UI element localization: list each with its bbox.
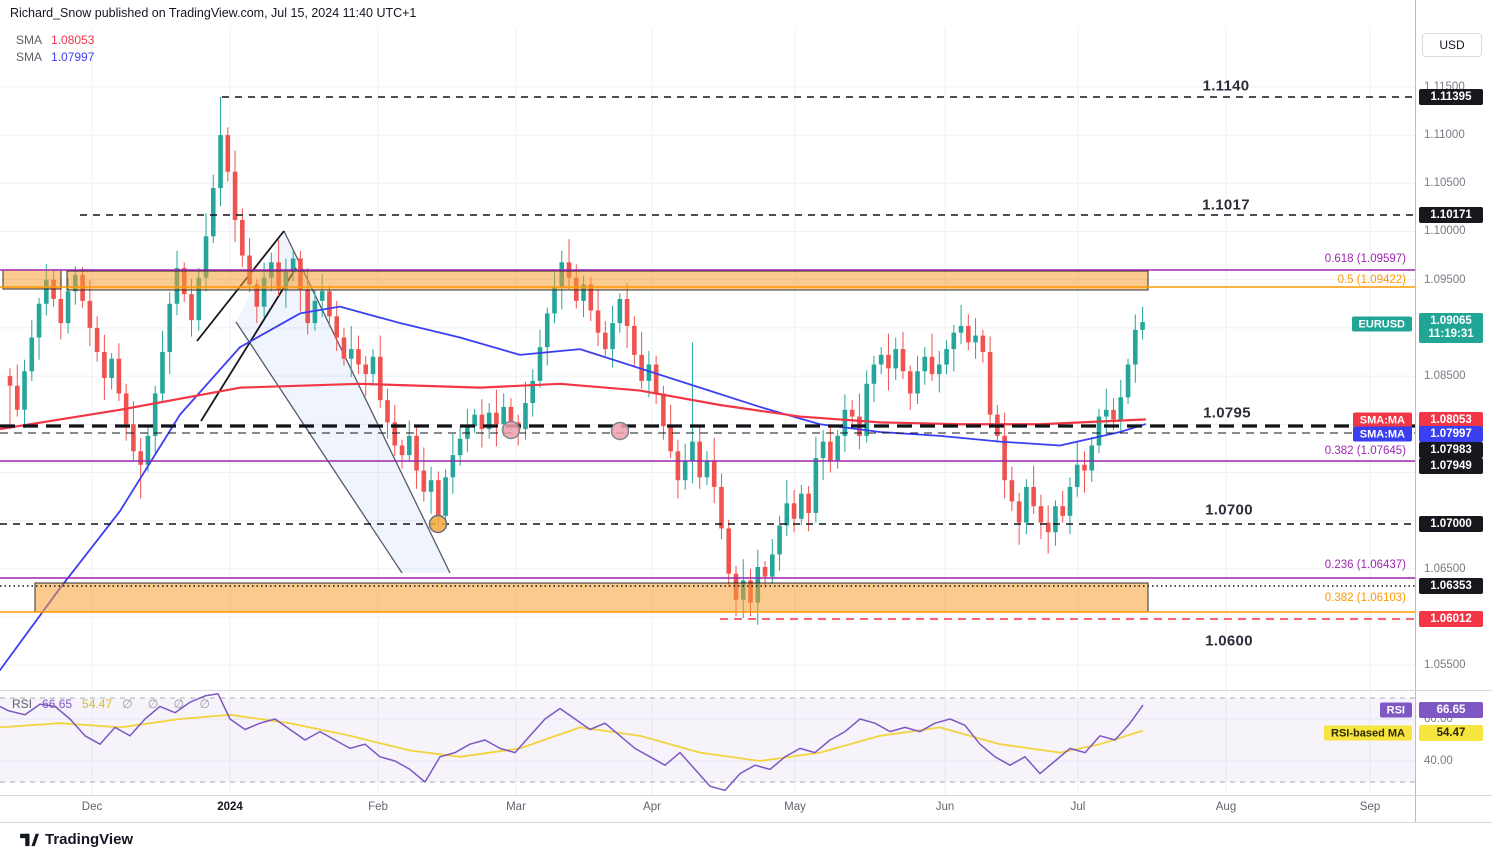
price-badge: 1.07949	[1419, 458, 1483, 474]
rsi-legend-title: RSI	[12, 697, 33, 711]
price-chart-canvas[interactable]	[0, 0, 1415, 822]
level-label-10600: 1.0600	[1205, 632, 1253, 650]
axis-label: 1.08500	[1424, 370, 1466, 382]
rsi-legend-value: 66.65	[42, 697, 73, 711]
tradingview-brand[interactable]: TradingView	[20, 830, 133, 849]
rsi-ma-tag: RSI-based MA	[1324, 725, 1412, 741]
month-label: Feb	[368, 801, 388, 813]
currency-button[interactable]: USD	[1422, 33, 1482, 57]
rsi-tag: RSI	[1379, 702, 1412, 718]
fib-label-05: 0.5 (1.09422)	[1337, 274, 1406, 286]
axis-label: 1.06500	[1424, 563, 1466, 575]
rsi-value-badge: 66.65	[1419, 702, 1483, 718]
month-label: Mar	[506, 801, 526, 813]
level-label-11140: 1.1140	[1202, 77, 1250, 95]
last-price: 1.09065	[1430, 315, 1472, 327]
price-badge: 1.11395	[1419, 89, 1483, 105]
sma-blue-badge: 1.07997	[1419, 426, 1483, 442]
fib-label-0382-low: 0.382 (1.06103)	[1324, 592, 1406, 604]
price-badge: 1.06012	[1419, 611, 1483, 627]
indicator-legend: SMA 1.08053 SMA 1.07997	[16, 32, 94, 66]
sma-blue-tag: SMA:MA	[1352, 426, 1412, 442]
axis-label: 1.10500	[1424, 177, 1466, 189]
chart-area[interactable]: 1.1140 1.1017 1.0795 1.0700 1.0600 0.618…	[0, 0, 1415, 822]
axis-label: 1.10000	[1424, 225, 1466, 237]
sma-legend-row-1: SMA 1.08053	[16, 32, 94, 49]
countdown-timer: 11:19:31	[1428, 328, 1474, 340]
month-label: Apr	[643, 801, 661, 813]
last-price-badge: 1.09065 11:19:31	[1419, 313, 1483, 343]
sma-legend-row-2: SMA 1.07997	[16, 49, 94, 66]
axis-label: 1.05500	[1424, 659, 1466, 671]
fib-label-0236: 0.236 (1.06437)	[1324, 559, 1406, 571]
rsi-ma-value-badge: 54.47	[1419, 725, 1483, 741]
rsi-legend-ma-value: 54.47	[82, 697, 113, 711]
month-label: Jun	[935, 801, 955, 813]
sma2-label: SMA	[16, 50, 43, 64]
price-badge: 1.10171	[1419, 207, 1483, 223]
fib-label-0618: 0.618 (1.09597)	[1324, 253, 1406, 265]
sma1-value: 1.08053	[51, 33, 95, 47]
fib-label-0382-mid: 0.382 (1.07645)	[1324, 445, 1406, 457]
rsi-settings-icons[interactable]: ∅ ∅ ∅ ∅	[122, 697, 216, 711]
month-label: Jul	[1070, 801, 1086, 813]
time-axis[interactable]: Dec 2024 Feb Mar Apr May Jun Jul Aug Sep	[0, 796, 1415, 822]
footer: TradingView	[0, 823, 1492, 857]
rsi-legend: RSI 66.65 54.47 ∅ ∅ ∅ ∅	[12, 697, 216, 711]
level-label-11017: 1.1017	[1202, 196, 1250, 214]
rsi-axis-label: 40.00	[1424, 755, 1453, 767]
price-badge: 1.07983	[1419, 442, 1483, 458]
sma2-value: 1.07997	[51, 50, 95, 64]
publish-attribution: Richard_Snow published on TradingView.co…	[10, 6, 417, 20]
level-label-10795: 1.0795	[1203, 404, 1251, 422]
month-label: Sep	[1359, 801, 1381, 813]
axis-label: 1.09500	[1424, 274, 1466, 286]
pane-divider[interactable]	[0, 690, 1492, 691]
tradingview-logo-icon	[20, 833, 39, 847]
month-label: May	[784, 801, 806, 813]
month-label: Dec	[81, 801, 103, 813]
level-label-10700: 1.0700	[1205, 501, 1253, 519]
footer-divider	[0, 822, 1492, 823]
price-axis[interactable]: USD 1.11500 1.11000 1.10500 1.10000 1.09…	[1415, 0, 1492, 822]
price-badge: 1.06353	[1419, 578, 1483, 594]
sma1-label: SMA	[16, 33, 43, 47]
axis-divider	[0, 795, 1492, 796]
year-label: 2024	[217, 801, 243, 813]
symbol-tag: EURUSD	[1351, 316, 1412, 332]
tradingview-brand-text: TradingView	[45, 831, 134, 848]
axis-label: 1.11000	[1424, 129, 1465, 141]
price-badge: 1.07000	[1419, 516, 1483, 532]
sma-red-badge: 1.08053	[1419, 412, 1483, 428]
sma-red-tag: SMA:MA	[1352, 412, 1412, 428]
month-label: Aug	[1215, 801, 1237, 813]
